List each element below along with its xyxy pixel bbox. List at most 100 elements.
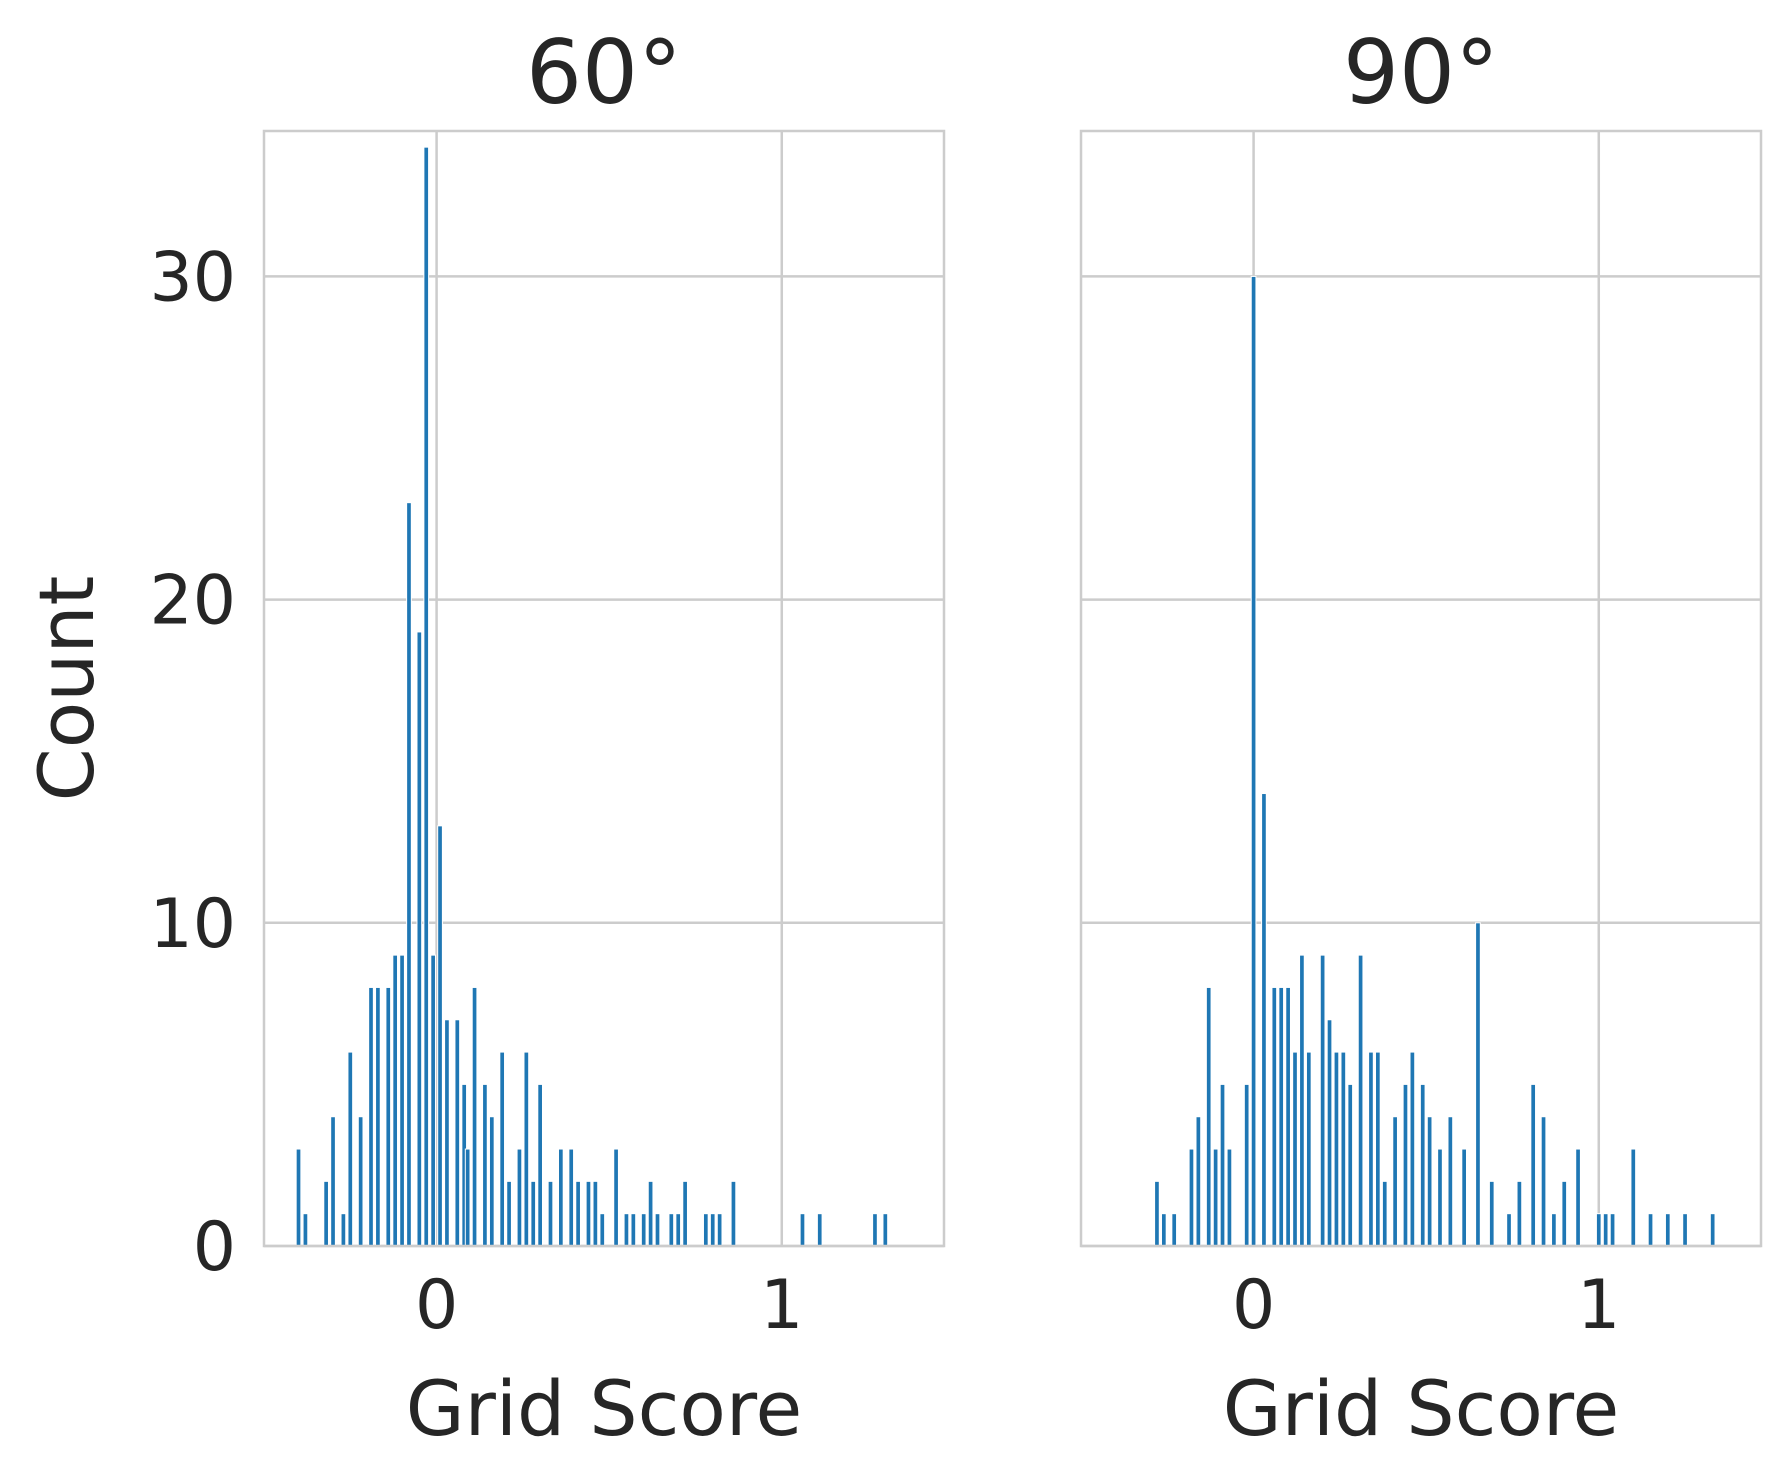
histogram-bar [1664,1213,1671,1247]
histogram-bar [1602,1213,1609,1247]
histogram-bar [454,1019,461,1247]
histogram-bar [340,1213,347,1247]
histogram-bar [882,1213,889,1247]
x-axis-label: Grid Score [406,1364,803,1453]
histogram-bar [585,1180,592,1247]
panel-title: 90° [1343,21,1499,124]
histogram-bar [1250,275,1257,1247]
x-tick-label: 0 [415,1266,458,1345]
histogram-bar [357,1116,364,1247]
histogram-bar [1171,1213,1178,1247]
histogram-bar [1285,986,1291,1247]
histogram-bar [323,1180,329,1247]
histogram-bar [1326,1019,1333,1247]
histogram-bar [1630,1148,1637,1247]
histogram-bar [575,1180,581,1247]
histogram-bar [1261,793,1267,1247]
histogram-bar [516,1148,523,1247]
histogram-bar [1595,1213,1602,1247]
histogram-bar [1551,1213,1557,1247]
x-axis-label: Grid Score [1223,1364,1620,1453]
histogram-bar [1299,954,1305,1247]
histogram-bar [592,1180,599,1247]
histogram-bar [1357,954,1364,1247]
histogram-bar [1195,1116,1202,1247]
bars [1154,275,1716,1247]
histogram-bar [406,502,412,1247]
histogram-bar [558,1148,564,1247]
grid-lines [1081,131,1761,1248]
histogram-bar [1609,1213,1616,1247]
panel-title: 60° [526,21,682,124]
histogram-bar [682,1180,688,1247]
histogram-bar [1333,1051,1340,1247]
histogram-bar [1243,1083,1250,1247]
histogram-bar [568,1148,575,1247]
grid-lines [264,131,944,1248]
histogram-bar [1278,986,1285,1247]
histogram-bar [1205,986,1212,1247]
histogram-bar [437,825,443,1247]
histogram-bar [1409,1051,1416,1247]
histogram-bar [1447,1116,1454,1247]
histogram-bar [1461,1148,1467,1247]
histogram-bar [330,1116,336,1247]
histogram-bar [1347,1083,1354,1247]
histogram-bar [1419,1083,1426,1247]
histogram-bar [613,1148,619,1247]
histogram-bar [537,1083,543,1247]
histogram-bar [1212,1148,1219,1247]
histogram-bar [1437,1148,1443,1247]
histogram-bar [392,954,399,1247]
histogram-bar [1392,1116,1398,1247]
histogram-bar [647,1180,654,1247]
histogram-bar [668,1213,675,1247]
histogram-bar [423,146,430,1247]
histogram-bar [1375,1051,1381,1247]
histogram-bar [1188,1148,1195,1247]
histogram-bar [1575,1148,1581,1247]
histogram-bar [1540,1116,1547,1247]
histogram-bar [1319,954,1326,1247]
histogram-bar [347,1051,354,1247]
y-tick-label: 20 [149,562,236,641]
histogram-bar [623,1213,630,1247]
histogram-bar [302,1213,309,1247]
y-axis-label: Count [22,576,111,802]
y-tick-label: 0 [193,1208,236,1287]
histogram-bar [630,1213,637,1247]
histogram-bar [599,1213,606,1247]
histogram-bar [482,1083,488,1247]
histogram-bar [1154,1180,1160,1247]
histogram-bar [1530,1083,1537,1247]
histogram-bar [1271,986,1278,1247]
histogram-bar [295,1148,302,1247]
histogram-bar [709,1213,716,1247]
histogram-bar [499,1051,506,1247]
histogram-bar [523,1051,530,1247]
histogram-bar [385,986,392,1247]
histogram-bar [1226,1148,1233,1247]
axes-frame [262,129,946,1248]
histogram-bar [488,1116,495,1247]
y-tick-label: 30 [149,238,236,317]
histogram-bar [1368,1051,1374,1247]
histogram-bar [716,1213,723,1247]
histogram-bar [1381,1180,1388,1247]
histogram-bar [416,631,423,1247]
histogram-bar [675,1213,682,1247]
axes-frame [1079,129,1763,1248]
histogram-bar [1561,1180,1568,1247]
histogram-bar [471,986,478,1247]
histogram-bar [547,1180,554,1247]
x-tick-label: 1 [1577,1266,1620,1345]
histogram-bar [640,1213,647,1247]
histogram-bar [1682,1213,1688,1247]
histogram-bar [1402,1083,1409,1247]
histogram-bar [464,1148,471,1247]
histogram-bar [1709,1213,1716,1247]
histogram-bar [399,954,405,1247]
